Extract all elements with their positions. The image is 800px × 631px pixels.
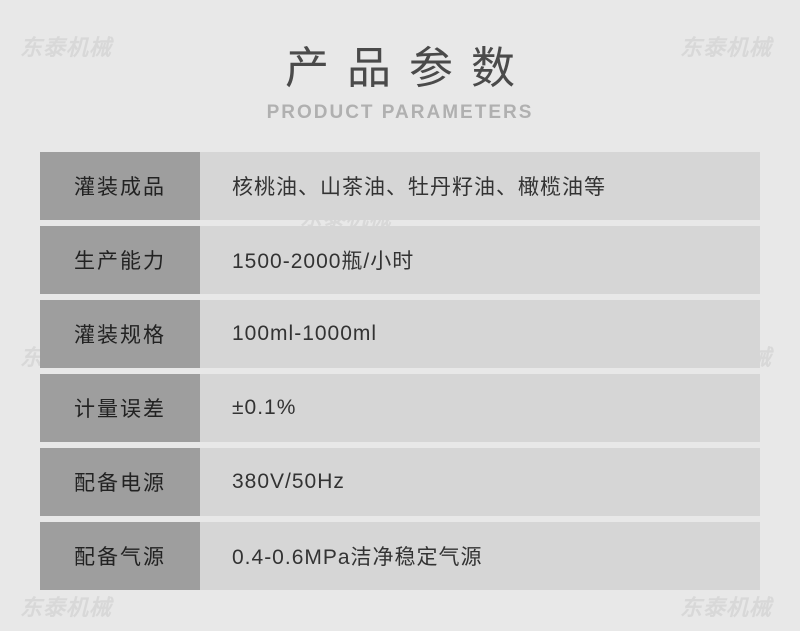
title-chinese: 产品参数 [0, 32, 800, 96]
param-label: 灌装规格 [40, 300, 200, 368]
param-value: 0.4-0.6MPa洁净稳定气源 [200, 522, 760, 590]
header: 产品参数 PRODUCT PARAMETERS [0, 0, 800, 142]
param-label: 计量误差 [40, 374, 200, 442]
table-row: 配备气源 0.4-0.6MPa洁净稳定气源 [40, 522, 760, 590]
table-row: 配备电源 380V/50Hz [40, 448, 760, 516]
table-row: 灌装规格 100ml-1000ml [40, 300, 760, 368]
param-label: 灌装成品 [40, 152, 200, 220]
table-row: 灌装成品 核桃油、山茶油、牡丹籽油、橄榄油等 [40, 152, 760, 220]
watermark-text: 东泰机械 [680, 590, 772, 622]
watermark-text: 东泰机械 [20, 590, 112, 622]
param-value: ±0.1% [200, 374, 760, 442]
param-label: 配备气源 [40, 522, 200, 590]
param-label: 配备电源 [40, 448, 200, 516]
table-row: 计量误差 ±0.1% [40, 374, 760, 442]
param-value: 1500-2000瓶/小时 [200, 226, 760, 294]
title-english: PRODUCT PARAMETERS [0, 102, 800, 124]
parameters-table: 灌装成品 核桃油、山茶油、牡丹籽油、橄榄油等 生产能力 1500-2000瓶/小… [40, 152, 760, 590]
param-label: 生产能力 [40, 226, 200, 294]
param-value: 核桃油、山茶油、牡丹籽油、橄榄油等 [200, 152, 760, 220]
param-value: 100ml-1000ml [200, 300, 760, 368]
table-row: 生产能力 1500-2000瓶/小时 [40, 226, 760, 294]
param-value: 380V/50Hz [200, 448, 760, 516]
